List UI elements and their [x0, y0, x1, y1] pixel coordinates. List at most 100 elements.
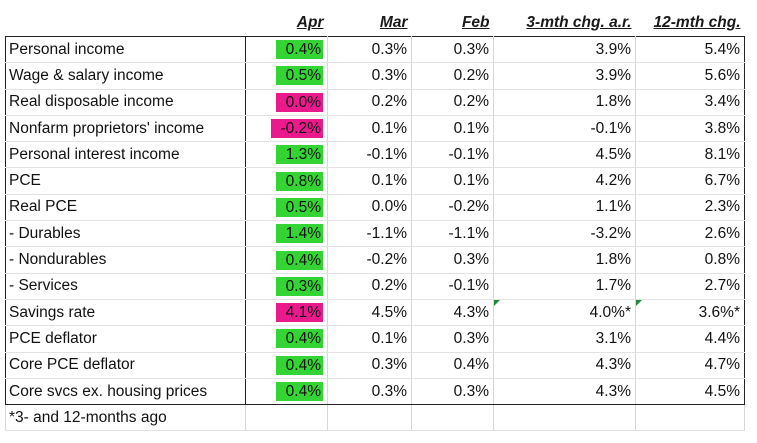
apr-cell[interactable]: 4.1%: [245, 298, 328, 327]
row-label[interactable]: Core PCE deflator: [5, 351, 246, 379]
apr-cell[interactable]: 0.4%: [245, 377, 328, 406]
feb-cell[interactable]: -0.1%: [411, 141, 494, 169]
apr-cell[interactable]: 0.4%: [245, 325, 328, 353]
feb-cell[interactable]: 0.3%: [411, 377, 494, 406]
three-month-cell[interactable]: 1.1%: [493, 193, 636, 222]
feb-cell[interactable]: 0.2%: [411, 62, 494, 90]
apr-cell[interactable]: 0.3%: [245, 272, 328, 300]
three-month-cell[interactable]: 1.7%: [493, 272, 636, 300]
three-month-cell[interactable]: 1.8%: [493, 246, 636, 274]
empty-cell[interactable]: [327, 404, 412, 432]
mar-cell[interactable]: 4.5%: [327, 298, 412, 327]
mar-cell[interactable]: 0.2%: [327, 88, 412, 116]
header-apr[interactable]: Apr: [296, 14, 324, 31]
twelve-month-cell[interactable]: 5.6%: [635, 62, 745, 90]
apr-value-highlight: 0.5%: [275, 197, 323, 217]
empty-cell[interactable]: [493, 404, 636, 432]
row-label[interactable]: PCE deflator: [5, 325, 246, 353]
apr-value-highlight: 0.4%: [275, 329, 323, 349]
three-month-cell[interactable]: 4.2%: [493, 167, 636, 195]
twelve-month-cell[interactable]: 4.7%: [635, 351, 745, 379]
row-label[interactable]: Savings rate: [5, 298, 246, 327]
empty-cell[interactable]: [635, 404, 745, 432]
twelve-month-cell[interactable]: 8.1%: [635, 141, 745, 169]
twelve-month-cell[interactable]: 3.6%*: [635, 298, 745, 327]
feb-cell[interactable]: 0.2%: [411, 88, 494, 116]
three-month-cell[interactable]: 3.9%: [493, 35, 636, 64]
comment-indicator-icon[interactable]: [494, 299, 500, 306]
mar-cell[interactable]: 0.3%: [327, 351, 412, 379]
feb-cell[interactable]: 0.3%: [411, 325, 494, 353]
row-label[interactable]: Personal interest income: [5, 141, 246, 169]
header-mar[interactable]: Mar: [379, 14, 408, 31]
three-month-cell[interactable]: 4.5%: [493, 141, 636, 169]
feb-cell[interactable]: 0.1%: [411, 167, 494, 195]
row-label[interactable]: Real disposable income: [5, 88, 246, 116]
twelve-month-cell[interactable]: 0.8%: [635, 246, 745, 274]
footnote[interactable]: *3- and 12-months ago: [5, 404, 246, 432]
apr-cell[interactable]: 0.8%: [245, 167, 328, 195]
header-3mth[interactable]: 3-mth chg. a.r.: [526, 14, 632, 31]
twelve-month-cell[interactable]: 4.5%: [635, 377, 745, 406]
row-label[interactable]: Personal income: [5, 35, 246, 64]
three-month-cell[interactable]: 3.9%: [493, 62, 636, 90]
row-label[interactable]: - Nondurables: [5, 246, 246, 274]
twelve-month-cell[interactable]: 3.4%: [635, 88, 745, 116]
three-month-cell[interactable]: 4.0%*: [493, 298, 636, 327]
row-label[interactable]: Real PCE: [5, 193, 246, 222]
comment-indicator-icon[interactable]: [636, 299, 642, 306]
mar-cell[interactable]: 0.3%: [327, 377, 412, 406]
twelve-month-cell[interactable]: 2.6%: [635, 220, 745, 248]
apr-cell[interactable]: 0.4%: [245, 35, 328, 64]
mar-cell[interactable]: -0.1%: [327, 141, 412, 169]
mar-cell[interactable]: 0.3%: [327, 35, 412, 64]
empty-cell[interactable]: [245, 404, 328, 432]
apr-cell[interactable]: 0.5%: [245, 193, 328, 222]
apr-cell[interactable]: 0.4%: [245, 351, 328, 379]
feb-cell[interactable]: -1.1%: [411, 220, 494, 248]
twelve-month-cell[interactable]: 4.4%: [635, 325, 745, 353]
header-feb[interactable]: Feb: [461, 14, 490, 31]
header-12mth[interactable]: 12-mth chg.: [653, 14, 741, 31]
mar-cell[interactable]: 0.1%: [327, 114, 412, 143]
three-month-cell[interactable]: 3.1%: [493, 325, 636, 353]
twelve-month-cell[interactable]: 6.7%: [635, 167, 745, 195]
mar-cell[interactable]: 0.1%: [327, 167, 412, 195]
three-month-cell[interactable]: 1.8%: [493, 88, 636, 116]
row-label[interactable]: Core svcs ex. housing prices: [5, 377, 246, 406]
three-month-cell[interactable]: -3.2%: [493, 220, 636, 248]
feb-cell[interactable]: -0.2%: [411, 193, 494, 222]
three-month-cell[interactable]: -0.1%: [493, 114, 636, 143]
twelve-month-cell[interactable]: 3.8%: [635, 114, 745, 143]
mar-cell[interactable]: -0.2%: [327, 246, 412, 274]
apr-cell[interactable]: 0.5%: [245, 62, 328, 90]
row-label[interactable]: PCE: [5, 167, 246, 195]
feb-cell[interactable]: 0.1%: [411, 114, 494, 143]
mar-cell[interactable]: 0.3%: [327, 62, 412, 90]
mar-cell[interactable]: 0.0%: [327, 193, 412, 222]
twelve-month-cell[interactable]: 2.3%: [635, 193, 745, 222]
twelve-month-cell[interactable]: 5.4%: [635, 35, 745, 64]
feb-cell[interactable]: 0.4%: [411, 351, 494, 379]
row-label[interactable]: - Durables: [5, 220, 246, 248]
footnote-row: *3- and 12-months ago: [5, 404, 745, 432]
apr-cell[interactable]: 1.3%: [245, 141, 328, 169]
feb-cell[interactable]: 0.3%: [411, 246, 494, 274]
feb-cell[interactable]: -0.1%: [411, 272, 494, 300]
twelve-month-cell[interactable]: 2.7%: [635, 272, 745, 300]
apr-cell[interactable]: 0.4%: [245, 246, 328, 274]
apr-cell[interactable]: -0.2%: [245, 114, 328, 143]
feb-cell[interactable]: 4.3%: [411, 298, 494, 327]
feb-cell[interactable]: 0.3%: [411, 35, 494, 64]
mar-cell[interactable]: 0.2%: [327, 272, 412, 300]
apr-cell[interactable]: 0.0%: [245, 88, 328, 116]
empty-cell[interactable]: [411, 404, 494, 432]
row-label[interactable]: Wage & salary income: [5, 62, 246, 90]
three-month-cell[interactable]: 4.3%: [493, 351, 636, 379]
three-month-cell[interactable]: 4.3%: [493, 377, 636, 406]
row-label[interactable]: Nonfarm proprietors' income: [5, 114, 246, 143]
mar-cell[interactable]: -1.1%: [327, 220, 412, 248]
mar-cell[interactable]: 0.1%: [327, 325, 412, 353]
row-label[interactable]: - Services: [5, 272, 246, 300]
apr-cell[interactable]: 1.4%: [245, 220, 328, 248]
